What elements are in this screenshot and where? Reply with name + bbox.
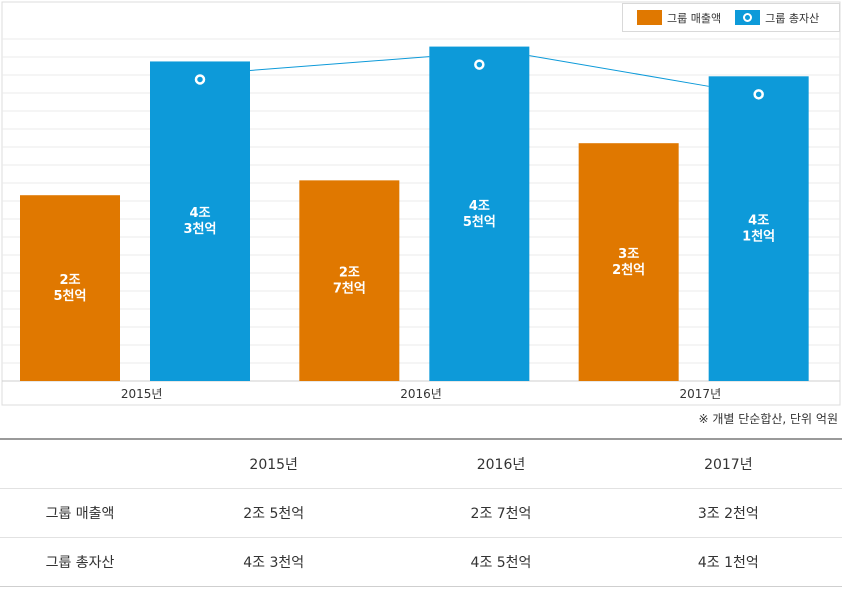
legend-swatch-sales bbox=[637, 10, 662, 25]
table-header-cell: 2015년 bbox=[249, 457, 298, 473]
assets-trend-line bbox=[249, 56, 430, 71]
bar-assets bbox=[708, 76, 809, 382]
bar-data-label: 2조 7천억 bbox=[333, 266, 366, 297]
table-cell: 2조 7천억 bbox=[387, 488, 615, 538]
assets-marker bbox=[753, 89, 764, 100]
legend: 그룹 매출액 그룹 총자산 bbox=[622, 3, 840, 32]
bar-assets bbox=[150, 61, 250, 381]
table-cell: 2조 5천억 bbox=[160, 488, 388, 538]
table-cell: 3조 2천억 bbox=[614, 488, 842, 538]
bar-chart: 2조 5천억 4조 3천억 2015년 2조 7천억 4조 5천억 2016년 3조 2천억 4조 1천억… bbox=[1, 1, 841, 406]
assets-trend-line bbox=[529, 55, 709, 87]
x-tick-label: 2016년 bbox=[400, 387, 442, 401]
bar-data-label: 4조 3천억 bbox=[184, 206, 217, 237]
bar-sales bbox=[299, 180, 400, 381]
table-header-cell: 2017년 bbox=[704, 457, 753, 473]
table-row-sales: 그룹 매출액 2조 5천억 2조 7천억 3조 2천억 bbox=[0, 488, 842, 538]
table-cell: 4조 1천억 bbox=[614, 537, 842, 587]
assets-marker bbox=[194, 74, 206, 85]
legend-label-sales: 그룹 매출액 bbox=[667, 11, 722, 25]
row-label: 그룹 총자산 bbox=[0, 537, 160, 587]
assets-marker bbox=[474, 59, 485, 70]
legend-item-sales: 그룹 매출액 bbox=[637, 10, 721, 26]
table-cell: 4조 5천억 bbox=[387, 537, 615, 587]
bar-sales bbox=[578, 143, 679, 381]
bar-data-label: 3조 2천억 bbox=[612, 247, 645, 278]
x-tick-label: 2017년 bbox=[680, 387, 722, 401]
table-cell: 4조 3천억 bbox=[160, 537, 388, 587]
legend-swatch-assets bbox=[735, 10, 761, 25]
table-header-cell bbox=[0, 439, 160, 489]
bar-data-label: 2조 5천억 bbox=[54, 273, 87, 304]
table-header-row: 2015년 2016년 2017년 bbox=[0, 439, 842, 489]
table-header-cell: 2016년 bbox=[476, 457, 526, 473]
bar-sales bbox=[20, 195, 120, 381]
table-row-assets: 그룹 총자산 4조 3천억 4조 5천억 4조 1천억 bbox=[0, 537, 842, 587]
chart-area: 2조 5천억 4조 3천억 2015년 2조 7천억 4조 5천억 2016년 3조 2천억 4조 1천억… bbox=[1, 1, 841, 406]
bar-data-label: 4조 1천억 bbox=[742, 214, 775, 245]
summary-table: 2015년 2016년 2017년 그룹 매출액 2조 5천억 2조 7천억 3… bbox=[0, 438, 842, 587]
legend-label-assets: 그룹 총자산 bbox=[765, 11, 820, 25]
x-tick-label: 2015년 bbox=[121, 387, 163, 401]
bar-data-label: 4조 5천억 bbox=[463, 199, 496, 230]
bar-assets bbox=[429, 46, 530, 382]
legend-item-assets: 그룹 총자산 bbox=[735, 10, 819, 26]
row-label: 그룹 매출액 bbox=[0, 488, 160, 538]
plot-frame bbox=[1, 1, 841, 406]
unit-note: ※ 개별 단순합산, 단위 억원 bbox=[698, 412, 838, 426]
